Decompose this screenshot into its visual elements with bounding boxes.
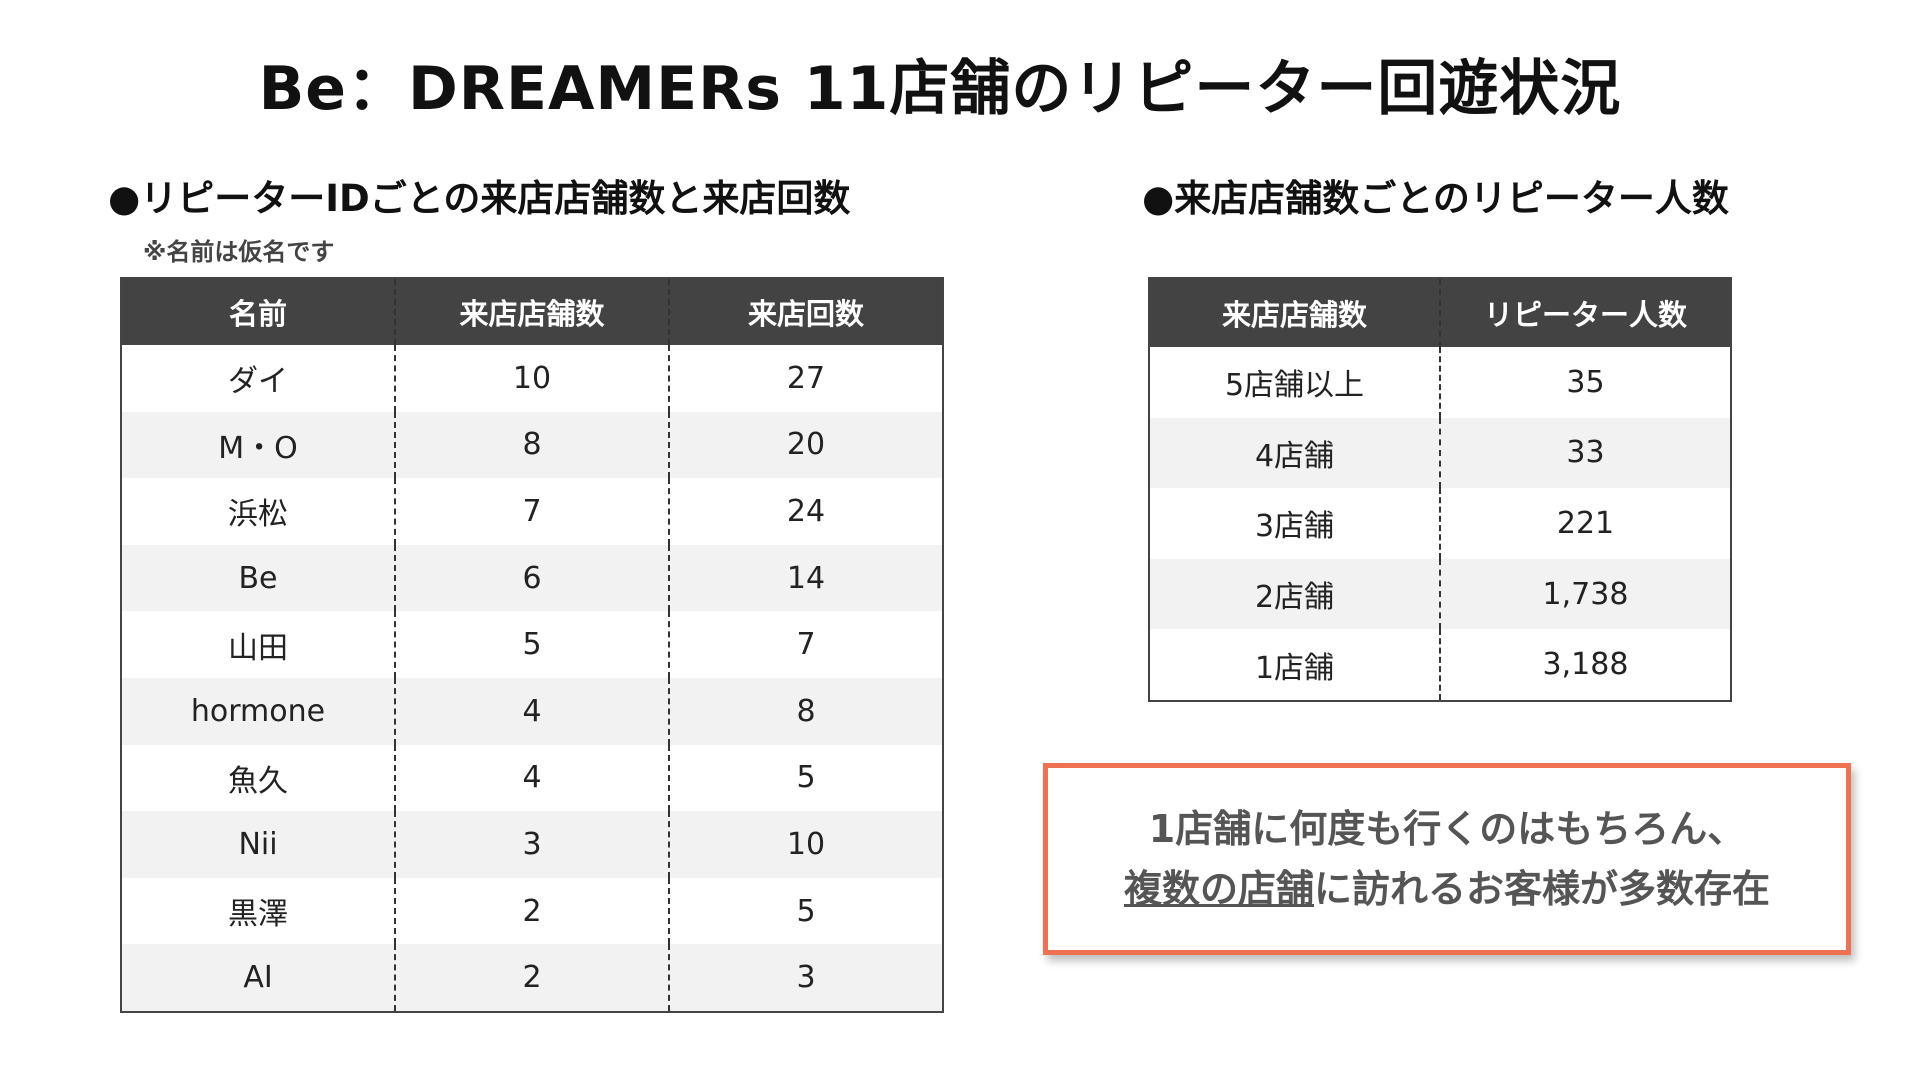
table-row: 5店舗以上 35 [1149, 347, 1731, 418]
table-row: ダイ 10 27 [121, 345, 943, 412]
cell-repeater-count: 3,188 [1439, 629, 1731, 701]
table-row: 1店舗 3,188 [1149, 629, 1731, 701]
cell-store-count: 5店舗以上 [1149, 347, 1440, 418]
column-header-repeater-count: リピーター人数 [1439, 278, 1731, 347]
table-row: AI 2 3 [121, 944, 943, 1012]
cell-store-count: 1店舗 [1149, 629, 1440, 701]
callout-line-2-rest: に訪れるお客様が多数存在 [1314, 867, 1771, 911]
cell-visit-count: 10 [668, 811, 943, 878]
cell-name: 黒澤 [121, 877, 395, 945]
table-row: 黒澤 2 5 [121, 877, 943, 945]
cell-visit-count: 7 [668, 611, 943, 678]
cell-name: 山田 [121, 611, 395, 678]
table-row: 4店舗 33 [1149, 417, 1731, 489]
highlight-callout-box: 1店舗に何度も行くのはもちろん、 複数の店舗に訪れるお客様が多数存在 [1043, 763, 1851, 955]
column-header-visit-count: 来店回数 [668, 278, 943, 345]
cell-store-count: 7 [394, 478, 669, 545]
cell-name: M・O [121, 411, 395, 479]
table-row: M・O 8 20 [121, 411, 943, 479]
cell-name: hormone [121, 677, 395, 745]
right-section-heading: ●来店店舗数ごとのリピーター人数 [1142, 177, 1729, 220]
cell-store-count: 2 [394, 944, 669, 1012]
cell-visit-count: 5 [668, 877, 943, 945]
cell-visit-count: 27 [668, 345, 943, 412]
table-row: 魚久 4 5 [121, 744, 943, 812]
cell-repeater-count: 221 [1439, 488, 1731, 559]
cell-store-count: 4店舗 [1149, 417, 1440, 489]
page-title: Be：DREAMERs 11店舗のリピーター回遊状況 [258, 54, 1622, 124]
cell-visit-count: 14 [668, 544, 943, 612]
cell-store-count: 4 [394, 744, 669, 812]
cell-name: ダイ [121, 345, 395, 412]
cell-name: 魚久 [121, 744, 395, 812]
cell-store-count: 2 [394, 877, 669, 945]
callout-line-1: 1店舗に何度も行くのはもちろん、 [1148, 807, 1746, 851]
table-header-row: 名前 来店店舗数 来店回数 [121, 278, 943, 345]
cell-store-count: 3店舗 [1149, 488, 1440, 559]
cell-name: AI [121, 944, 395, 1012]
table-row: 2店舗 1,738 [1149, 558, 1731, 630]
cell-name: Nii [121, 811, 395, 878]
callout-underlined-text: 複数の店舗 [1123, 867, 1314, 911]
repeaters-by-store-count-table: 来店店舗数 リピーター人数 5店舗以上 35 4店舗 33 3店舗 221 2店… [1148, 277, 1732, 702]
table-row: hormone 4 8 [121, 677, 943, 745]
table-row: Nii 3 10 [121, 811, 943, 878]
cell-repeater-count: 1,738 [1439, 558, 1731, 630]
cell-name: Be [121, 544, 395, 612]
table-header-row: 来店店舗数 リピーター人数 [1149, 278, 1731, 347]
table-row: 3店舗 221 [1149, 488, 1731, 559]
repeater-visits-table: 名前 来店店舗数 来店回数 ダイ 10 27 M・O 8 20 浜松 7 24 [120, 277, 944, 1013]
left-section-heading: ●リピーターIDごとの来店店舗数と来店回数 [108, 177, 851, 220]
cell-visit-count: 8 [668, 677, 943, 745]
cell-store-count: 3 [394, 811, 669, 878]
table-row: 浜松 7 24 [121, 478, 943, 545]
cell-repeater-count: 33 [1439, 417, 1731, 489]
cell-store-count: 5 [394, 611, 669, 678]
callout-line-2: 複数の店舗に訪れるお客様が多数存在 [1124, 859, 1770, 919]
column-header-store-count: 来店店舗数 [1149, 278, 1440, 347]
cell-repeater-count: 35 [1439, 347, 1731, 418]
table-row: 山田 5 7 [121, 611, 943, 678]
cell-store-count: 10 [394, 345, 669, 412]
cell-store-count: 2店舗 [1149, 558, 1440, 630]
cell-visit-count: 20 [668, 411, 943, 479]
column-header-name: 名前 [121, 278, 395, 345]
column-header-store-count: 来店店舗数 [394, 278, 669, 345]
cell-visit-count: 24 [668, 478, 943, 545]
pseudonym-note: ※名前は仮名です [143, 238, 335, 266]
cell-visit-count: 5 [668, 744, 943, 812]
cell-visit-count: 3 [668, 944, 943, 1012]
cell-store-count: 4 [394, 677, 669, 745]
cell-store-count: 6 [394, 544, 669, 612]
table-row: Be 6 14 [121, 544, 943, 612]
cell-store-count: 8 [394, 411, 669, 479]
cell-name: 浜松 [121, 478, 395, 545]
